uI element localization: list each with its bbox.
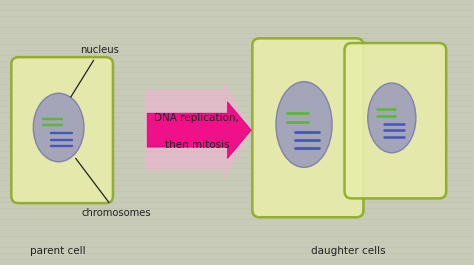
Ellipse shape [276, 82, 332, 167]
Text: chromosomes: chromosomes [76, 158, 151, 218]
Text: parent cell: parent cell [29, 246, 85, 256]
Text: DNA replication,: DNA replication, [155, 113, 239, 123]
FancyArrow shape [145, 81, 251, 180]
FancyBboxPatch shape [11, 57, 113, 203]
Text: nucleus: nucleus [71, 45, 119, 97]
FancyArrow shape [147, 102, 251, 158]
Ellipse shape [368, 83, 416, 153]
Text: daughter cells: daughter cells [311, 246, 385, 256]
Ellipse shape [33, 93, 84, 162]
Text: then mitosis: then mitosis [164, 140, 229, 149]
FancyBboxPatch shape [345, 43, 446, 198]
FancyBboxPatch shape [252, 38, 364, 217]
